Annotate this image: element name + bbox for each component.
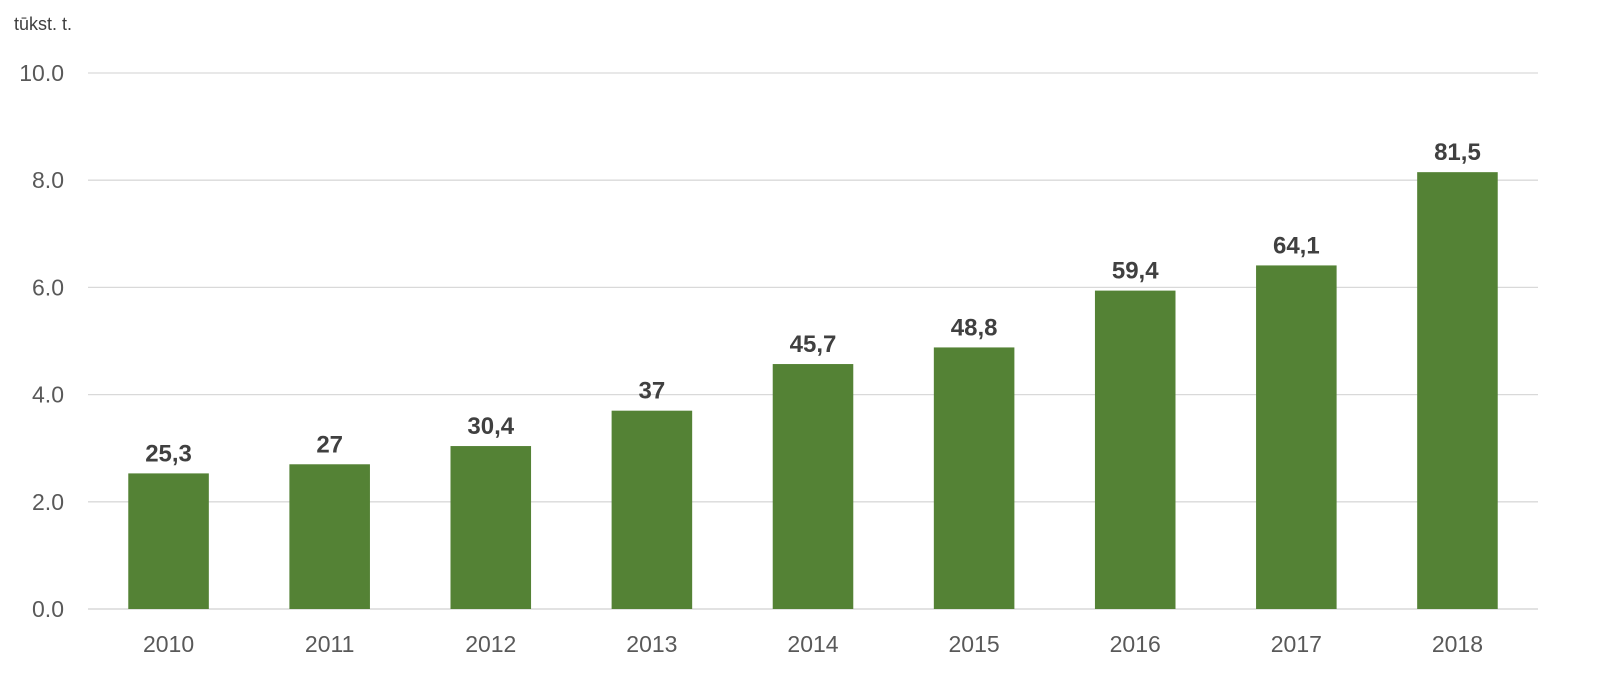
y-tick-label: 6.0 <box>32 274 64 300</box>
y-tick-label: 0.0 <box>32 596 64 622</box>
y-tick-label: 10.0 <box>19 60 64 86</box>
bar-2018 <box>1417 172 1498 609</box>
data-label-2017: 64,1 <box>1273 232 1320 259</box>
x-tick-label-2016: 2016 <box>1110 631 1161 657</box>
data-label-2010: 25,3 <box>145 440 192 467</box>
data-label-2013: 37 <box>639 378 666 405</box>
y-axis-ticks: 0.0 2.0 4.0 6.0 8.0 10.0 <box>19 60 64 622</box>
y-tick-label: 8.0 <box>32 167 64 193</box>
bar-2017 <box>1256 265 1337 609</box>
x-tick-label-2010: 2010 <box>143 631 194 657</box>
x-tick-label-2011: 2011 <box>305 631 354 657</box>
bar-2012 <box>450 446 532 609</box>
y-tick-label: 4.0 <box>32 382 64 408</box>
data-labels: 25,3 27 30,4 37 45,7 48,8 59,4 64,1 81,5 <box>145 139 1481 467</box>
y-tick-label: 2.0 <box>32 489 64 515</box>
x-tick-label-2015: 2015 <box>949 631 1000 657</box>
x-tick-label-2017: 2017 <box>1271 631 1322 657</box>
bars <box>128 172 1498 609</box>
data-label-2012: 30,4 <box>467 413 514 440</box>
x-tick-label-2012: 2012 <box>465 631 516 657</box>
x-tick-label-2014: 2014 <box>787 631 838 657</box>
bar-2013 <box>611 410 693 609</box>
x-axis-ticks: 2010 2011 2012 2013 2014 2015 2016 2017 2018 <box>143 631 1483 657</box>
bar-2011 <box>289 464 370 609</box>
x-tick-label-2018: 2018 <box>1432 631 1483 657</box>
data-label-2018: 81,5 <box>1434 139 1481 166</box>
bar-2015 <box>933 347 1015 609</box>
bar-2010 <box>128 473 209 609</box>
bar-2014 <box>772 364 854 609</box>
y-axis-unit-label: tūkst. t. <box>14 14 72 34</box>
data-label-2016: 59,4 <box>1112 258 1159 285</box>
data-label-2015: 48,8 <box>951 314 998 341</box>
data-label-2014: 45,7 <box>790 331 837 358</box>
data-label-2011: 27 <box>316 431 343 458</box>
bar-2016 <box>1094 290 1176 609</box>
x-tick-label-2013: 2013 <box>626 631 677 657</box>
